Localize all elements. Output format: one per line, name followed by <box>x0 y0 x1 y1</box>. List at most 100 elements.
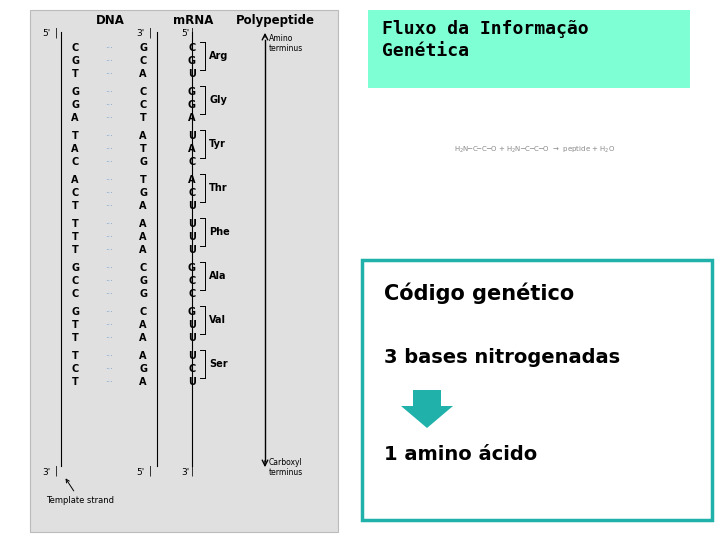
Text: Código genético: Código genético <box>384 282 575 303</box>
Text: C: C <box>71 364 78 374</box>
Text: G: G <box>139 43 147 53</box>
Text: T: T <box>71 320 78 330</box>
Text: ···: ··· <box>105 132 113 141</box>
Text: Carboxyl
terminus: Carboxyl terminus <box>269 458 303 477</box>
Text: ···: ··· <box>105 101 113 110</box>
Text: Amino
terminus: Amino terminus <box>269 34 303 53</box>
Bar <box>413 390 441 406</box>
Text: 3': 3' <box>136 29 144 38</box>
Text: mRNA: mRNA <box>173 14 213 27</box>
Text: A: A <box>71 175 78 185</box>
Text: A: A <box>188 113 196 123</box>
Text: A: A <box>71 113 78 123</box>
Text: ···: ··· <box>105 158 113 167</box>
Text: U: U <box>188 377 196 387</box>
Text: T: T <box>71 232 78 242</box>
Text: |: | <box>55 466 58 476</box>
Text: ···: ··· <box>105 290 113 299</box>
Text: ···: ··· <box>105 365 113 374</box>
Text: G: G <box>188 263 196 273</box>
Text: ···: ··· <box>105 352 113 361</box>
Text: T: T <box>140 113 146 123</box>
Text: U: U <box>188 131 196 141</box>
Text: C: C <box>71 289 78 299</box>
Text: Gly: Gly <box>209 95 227 105</box>
Text: T: T <box>71 219 78 229</box>
Text: ···: ··· <box>105 88 113 97</box>
Text: U: U <box>188 320 196 330</box>
Text: A: A <box>188 175 196 185</box>
Text: 1 amino ácido: 1 amino ácido <box>384 445 537 464</box>
Text: C: C <box>189 188 196 198</box>
Text: ···: ··· <box>105 277 113 286</box>
Text: G: G <box>71 100 79 110</box>
Text: C: C <box>189 276 196 286</box>
Text: Thr: Thr <box>209 183 228 193</box>
Text: Ser: Ser <box>209 359 228 369</box>
Text: A: A <box>188 144 196 154</box>
Text: C: C <box>71 276 78 286</box>
Text: U: U <box>188 201 196 211</box>
Text: U: U <box>188 245 196 255</box>
Text: C: C <box>140 307 147 317</box>
Text: G: G <box>71 263 79 273</box>
Text: U: U <box>188 351 196 361</box>
Text: ···: ··· <box>105 246 113 255</box>
Text: ···: ··· <box>105 308 113 317</box>
Text: ···: ··· <box>105 220 113 229</box>
Text: G: G <box>71 56 79 66</box>
Text: |: | <box>55 27 58 37</box>
Text: 3': 3' <box>42 468 50 477</box>
Text: ···: ··· <box>105 57 113 66</box>
Text: C: C <box>140 87 147 97</box>
Text: Polypeptide: Polypeptide <box>235 14 315 27</box>
Text: C: C <box>189 364 196 374</box>
Text: C: C <box>140 56 147 66</box>
Text: G: G <box>139 188 147 198</box>
Text: G: G <box>139 157 147 167</box>
Text: |: | <box>148 466 152 476</box>
Text: 3': 3' <box>181 468 189 477</box>
Text: ···: ··· <box>105 44 113 53</box>
Text: A: A <box>71 144 78 154</box>
Bar <box>368 10 690 88</box>
Text: A: A <box>139 219 147 229</box>
Text: ···: ··· <box>105 70 113 79</box>
Text: T: T <box>71 201 78 211</box>
Bar <box>362 260 712 520</box>
Text: C: C <box>189 157 196 167</box>
Text: ···: ··· <box>105 378 113 387</box>
Text: T: T <box>71 245 78 255</box>
Text: C: C <box>189 43 196 53</box>
Text: T: T <box>71 351 78 361</box>
Text: G: G <box>188 56 196 66</box>
Text: ···: ··· <box>105 233 113 242</box>
Text: ···: ··· <box>105 202 113 211</box>
Text: ···: ··· <box>105 114 113 123</box>
Text: A: A <box>139 69 147 79</box>
Text: T: T <box>140 144 146 154</box>
Text: ···: ··· <box>105 189 113 198</box>
Text: C: C <box>71 157 78 167</box>
Text: ···: ··· <box>105 264 113 273</box>
Text: Phe: Phe <box>209 227 230 237</box>
Text: DNA: DNA <box>96 14 125 27</box>
Text: C: C <box>140 100 147 110</box>
Text: A: A <box>139 245 147 255</box>
Text: U: U <box>188 69 196 79</box>
Text: Fluxo da Informação: Fluxo da Informação <box>382 20 589 38</box>
Text: G: G <box>139 276 147 286</box>
Text: T: T <box>71 377 78 387</box>
Text: A: A <box>139 232 147 242</box>
Text: ···: ··· <box>105 145 113 154</box>
Text: $\mathregular{H_2N}$─C─C─O + $\mathregular{H_2N}$─C─C─O  →  peptide + $\mathregu: $\mathregular{H_2N}$─C─C─O + $\mathregul… <box>454 145 616 155</box>
Text: A: A <box>139 201 147 211</box>
Text: U: U <box>188 219 196 229</box>
Text: Val: Val <box>209 315 226 325</box>
Text: U: U <box>188 232 196 242</box>
Text: Tyr: Tyr <box>209 139 226 149</box>
Text: G: G <box>71 307 79 317</box>
Text: Template strand: Template strand <box>46 479 114 505</box>
Text: G: G <box>139 289 147 299</box>
Text: T: T <box>71 333 78 343</box>
